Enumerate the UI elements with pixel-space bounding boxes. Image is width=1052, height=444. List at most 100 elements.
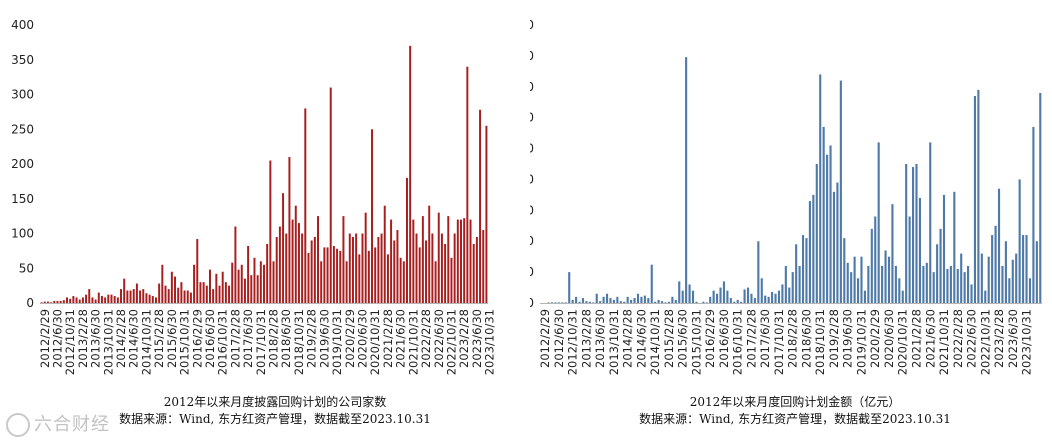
bar (918, 197, 922, 303)
x-tick-label: 2014/6/30 (634, 309, 648, 368)
bar (139, 290, 142, 303)
bar (485, 125, 488, 304)
x-tick-label: 2019/10/31 (854, 309, 868, 375)
bar (437, 212, 440, 303)
bar (386, 254, 389, 303)
bar (667, 301, 671, 303)
bar (829, 145, 832, 303)
bar (297, 223, 300, 303)
bar (963, 272, 966, 303)
x-tick-label: 2013/10/31 (101, 309, 115, 375)
x-tick-label: 2014/2/28 (621, 309, 635, 368)
bar (619, 301, 622, 303)
bar (719, 287, 722, 303)
bar (678, 281, 681, 303)
y-tick-label: 150 (530, 203, 534, 217)
bar (177, 287, 180, 303)
bar (482, 230, 485, 303)
bar (753, 298, 756, 303)
x-tick-label: 2021/10/31 (406, 309, 420, 375)
bar (740, 301, 743, 303)
bar (1011, 259, 1014, 303)
x-tick-label: 2015/10/31 (689, 309, 703, 375)
bar (100, 296, 103, 303)
bar (428, 205, 431, 303)
bar (332, 246, 335, 303)
x-tick-label: 2019/10/31 (330, 309, 344, 375)
x-tick-label: 2012/10/31 (63, 309, 77, 375)
x-tick-label: 2022/2/28 (419, 309, 433, 368)
bar (691, 290, 695, 303)
bar (469, 219, 472, 303)
x-tick-label: 2022/2/28 (951, 309, 965, 368)
bar (456, 219, 459, 303)
x-tick-label: 2012/10/31 (566, 309, 580, 375)
bar (942, 194, 946, 303)
bar (460, 219, 462, 303)
bar (939, 228, 942, 303)
bar (116, 297, 119, 303)
bar (450, 257, 453, 303)
bar (355, 233, 358, 303)
bar (564, 302, 567, 303)
bar (466, 66, 469, 303)
bar (320, 261, 323, 303)
bar (151, 296, 154, 303)
bar (626, 296, 629, 303)
bar (722, 281, 726, 303)
bar (647, 298, 650, 303)
bar (874, 216, 877, 303)
bar (674, 299, 677, 303)
x-tick-label: 2021/10/31 (937, 309, 951, 375)
bar (56, 300, 59, 303)
bar (812, 194, 815, 303)
x-tick-label: 2020/6/30 (355, 309, 369, 368)
bar (59, 300, 62, 303)
bar (161, 264, 164, 303)
y-tick-label: 450 (530, 18, 534, 32)
bar (212, 289, 215, 303)
bar (850, 272, 853, 303)
bar (367, 250, 370, 303)
x-tick-label: 2018/2/28 (786, 309, 800, 368)
y-tick-label: 400 (11, 18, 34, 32)
bar (374, 247, 377, 303)
x-tick-label: 2016/10/31 (731, 309, 745, 375)
bar (75, 297, 78, 303)
bar (581, 298, 585, 303)
bar (396, 230, 399, 303)
bar (764, 295, 767, 303)
y-tick-label: 400 (530, 49, 534, 63)
bar (884, 250, 887, 303)
x-tick-label: 2018/10/31 (813, 309, 827, 375)
bar (767, 296, 770, 303)
bar (94, 299, 97, 303)
bar (247, 246, 250, 303)
bar (967, 265, 970, 303)
bar (774, 293, 777, 303)
y-tick-label: 250 (11, 122, 34, 136)
bar (266, 243, 269, 303)
bar (860, 256, 863, 303)
bar (405, 177, 408, 303)
bar (348, 233, 351, 303)
bar (1028, 278, 1032, 303)
x-tick-label: 2013/6/30 (593, 309, 607, 368)
right-chart-caption: 2012年以来月度回购计划金额（亿元） 数据来源：Wind, 东方红资产管理，数… (540, 394, 1050, 428)
bar (795, 244, 798, 303)
bar (339, 250, 342, 303)
bar (605, 293, 609, 303)
bar (973, 96, 977, 304)
bar (250, 275, 253, 303)
bar (826, 154, 829, 303)
bar (123, 278, 126, 303)
bar (736, 299, 739, 303)
bar (1022, 235, 1025, 303)
bar (743, 289, 746, 303)
bar (479, 109, 482, 303)
bar (771, 291, 774, 303)
x-tick-label: 2019/6/30 (841, 309, 855, 368)
bar (453, 233, 456, 303)
bar (836, 182, 839, 303)
x-tick-label: 2021/2/28 (381, 309, 395, 368)
